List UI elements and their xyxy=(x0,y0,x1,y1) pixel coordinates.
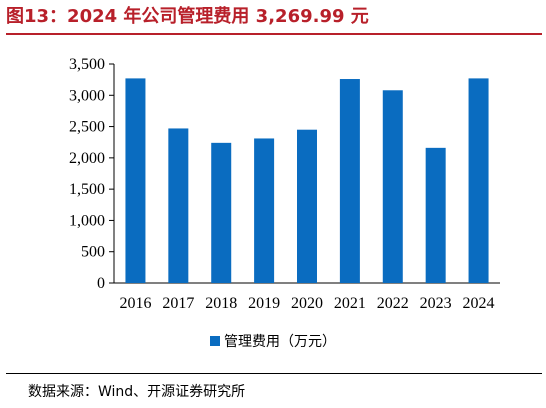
bar xyxy=(468,78,489,283)
bar xyxy=(339,79,360,283)
x-tick-label: 2024 xyxy=(463,295,495,312)
y-tick-label: 2,500 xyxy=(69,119,105,136)
x-tick-label: 2018 xyxy=(205,295,237,312)
bar xyxy=(297,129,317,283)
bar-chart: 0 500 1,000 1,500 2,000 2,500 3,000 3,500 2016 20… xyxy=(0,40,546,330)
x-tick-label: 2017 xyxy=(162,295,194,312)
chart-title: 图13：2024 年公司管理费用 3,269.99 元 xyxy=(6,6,369,27)
x-tick-label: 2022 xyxy=(377,295,409,312)
bar xyxy=(382,90,403,283)
y-tick-label: 0 xyxy=(97,275,105,292)
y-tick-label: 3,000 xyxy=(69,87,105,104)
y-tick-label: 500 xyxy=(81,244,105,261)
legend-swatch xyxy=(210,336,220,346)
bar xyxy=(168,128,189,283)
y-tick-label: 2,000 xyxy=(69,150,105,167)
y-tick-label: 1,500 xyxy=(69,181,105,198)
bar-chart-svg: 0 500 1,000 1,500 2,000 2,500 3,000 3,500 2016 20… xyxy=(69,56,500,312)
legend: 管理费用（万元） xyxy=(0,328,546,354)
x-tick-label: 2016 xyxy=(119,295,151,312)
footer-divider xyxy=(6,373,542,374)
bar xyxy=(211,142,232,283)
bar xyxy=(254,138,275,283)
x-tick-label: 2021 xyxy=(334,295,366,312)
source-note: 数据来源：Wind、开源证券研究所 xyxy=(28,384,246,400)
bar xyxy=(425,147,446,283)
x-tick-label: 2023 xyxy=(420,295,452,312)
title-divider xyxy=(6,33,542,35)
legend-label: 管理费用（万元） xyxy=(224,334,336,350)
y-tick-label: 3,500 xyxy=(69,56,105,73)
x-tick-label: 2019 xyxy=(248,295,280,312)
bar xyxy=(125,78,146,283)
x-tick-label: 2020 xyxy=(291,295,323,312)
y-tick-label: 1,000 xyxy=(69,212,105,229)
